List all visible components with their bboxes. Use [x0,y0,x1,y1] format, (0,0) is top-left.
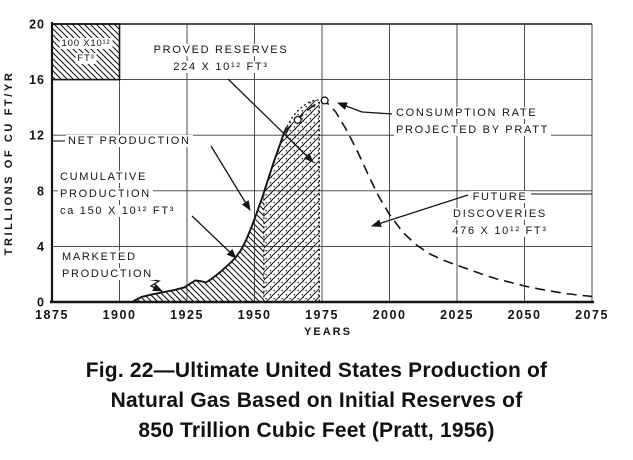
y-tick-label: 16 [29,73,45,87]
caption-line-2: Natural Gas Based on Initial Reserves of [110,389,523,412]
x-tick-label: 2075 [575,308,609,322]
x-tick-label: 1950 [238,308,272,322]
x-tick-label: 1975 [305,308,339,322]
marketed-production-arrow [146,278,163,292]
curve-point-marker [320,96,329,105]
chart-stage: 0 4 8 12 16 20 1875 1900 1925 1950 1975 2000 2025 205… [3,18,609,339]
consumption-rate-arrow [337,102,393,115]
y-tick-label: 4 [37,240,45,254]
proved-reserves-arrow [227,78,314,163]
area-scale-legend-box [51,23,121,81]
proved-reserves-area [263,99,320,302]
y-axis-title: TRILLIONS OF CU FT/YR [3,71,15,256]
net-production-arrow [210,145,251,211]
caption-line-1: Fig. 22—Ultimate United States Productio… [85,359,548,382]
cumulative-production-area [133,192,264,302]
caption-line-3: 850 Trillion Cubic Feet (Pratt, 1956) [138,419,495,442]
grid-lines [51,23,593,303]
cumulative-production-arrow [191,215,237,259]
y-tick-label: 20 [29,18,45,32]
y-tick-label: 8 [37,184,45,198]
x-tick-label: 1875 [35,308,69,322]
gas-production-chart: 0 4 8 12 16 20 1875 1900 1925 1950 1975 2000 2025 205… [3,18,609,339]
x-axis-title: YEARS [304,326,352,338]
y-tick-label: 12 [29,129,45,143]
x-tick-label: 2000 [373,308,407,322]
curve-point-marker [293,115,302,124]
figure-caption: Fig. 22—Ultimate United States Productio… [0,356,633,446]
y-tick-label: 0 [37,296,45,310]
future-discoveries-arrow [371,194,469,228]
net-production-curve [132,126,288,303]
x-tick-label: 1925 [170,308,204,322]
consumption-projection-curve [272,99,593,298]
x-tick-label: 1900 [103,308,137,322]
x-tick-label: 2025 [440,308,474,322]
x-tick-label: 2050 [508,308,542,322]
